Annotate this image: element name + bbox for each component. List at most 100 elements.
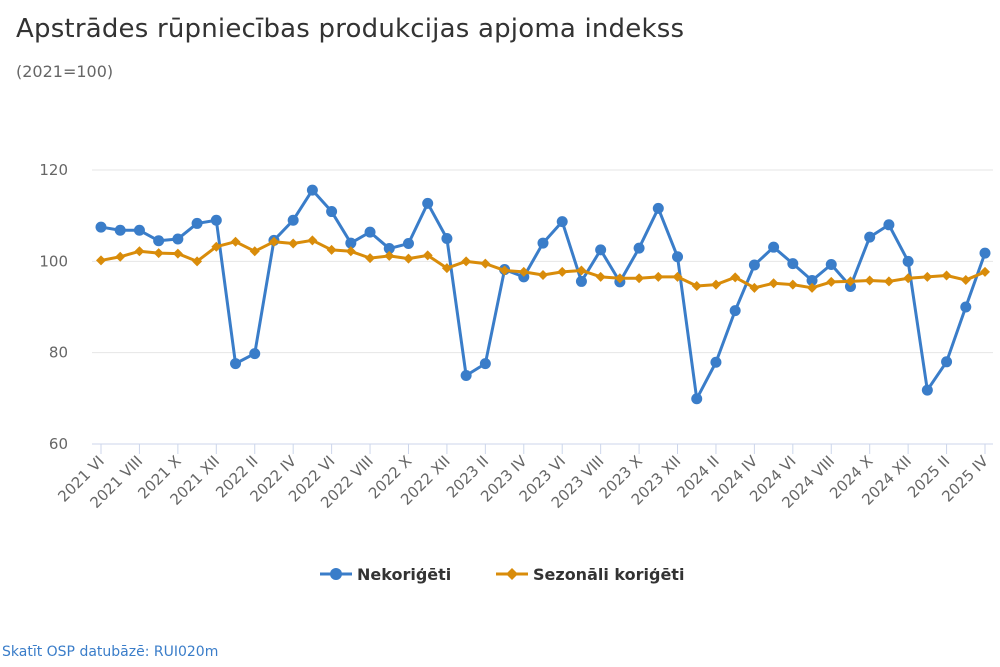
data-point <box>384 250 395 261</box>
data-point <box>461 256 472 267</box>
y-tick-label: 100 <box>39 252 68 270</box>
data-point <box>826 276 837 287</box>
data-point <box>980 266 990 277</box>
data-point <box>960 275 971 286</box>
data-point <box>922 271 933 282</box>
data-point <box>845 276 856 287</box>
legend: Nekoriģēti Sezonāli koriģēti <box>320 565 684 584</box>
data-point <box>941 356 953 368</box>
data-point <box>460 370 472 381</box>
data-point <box>306 184 318 196</box>
legend-marker <box>506 568 518 580</box>
data-point <box>576 265 587 276</box>
data-point <box>172 233 184 245</box>
series-lines <box>95 184 991 405</box>
data-point <box>807 282 818 293</box>
source-database-link[interactable]: Skatīt OSP datubāzē: RUI020m <box>2 644 219 660</box>
data-point <box>902 255 914 267</box>
y-tick-label: 80 <box>49 344 68 362</box>
data-point <box>326 206 338 218</box>
data-point <box>557 266 568 277</box>
data-point <box>518 271 530 283</box>
chart-subtitle: (2021=100) <box>16 62 114 81</box>
data-point <box>114 224 126 236</box>
data-point <box>383 243 395 255</box>
legend-label: Sezonāli koriģēti <box>533 565 684 584</box>
data-point <box>230 236 241 247</box>
data-point <box>634 273 645 284</box>
legend-item-1[interactable]: Nekoriģēti <box>320 565 451 584</box>
data-point <box>211 241 222 252</box>
data-point <box>595 271 606 282</box>
data-point <box>210 214 222 226</box>
data-point <box>480 258 491 269</box>
data-point <box>345 246 356 257</box>
grid-lines <box>92 169 993 354</box>
data-point <box>326 244 337 255</box>
data-point <box>518 266 529 277</box>
data-point <box>883 276 894 287</box>
data-point <box>903 273 914 284</box>
data-point <box>403 253 414 264</box>
data-point <box>96 255 106 266</box>
data-point <box>883 219 895 231</box>
data-point <box>633 242 645 254</box>
data-point <box>537 237 549 249</box>
data-point <box>652 202 664 214</box>
chart-title: Apstrādes rūpniecības produkcijas apjoma… <box>16 14 685 44</box>
data-point <box>691 393 703 405</box>
data-point <box>288 238 299 249</box>
data-point <box>133 224 145 236</box>
legend-marker <box>330 568 342 580</box>
data-point <box>614 273 625 284</box>
data-point <box>538 270 548 281</box>
series-2 <box>96 235 990 293</box>
data-point <box>441 233 453 244</box>
data-point <box>230 358 242 370</box>
data-point <box>787 258 799 270</box>
data-point <box>768 241 780 253</box>
data-point <box>499 265 510 276</box>
data-point <box>921 384 933 396</box>
data-point <box>575 275 587 287</box>
data-point <box>960 301 972 313</box>
data-point <box>441 263 452 274</box>
data-point <box>806 275 818 287</box>
data-point <box>691 280 702 291</box>
data-point <box>864 275 875 286</box>
y-tick-label: 60 <box>49 435 68 453</box>
data-point <box>768 278 779 289</box>
data-point <box>364 226 376 238</box>
data-point <box>787 279 798 290</box>
legend-item-2[interactable]: Sezonāli koriģēti <box>496 565 684 584</box>
data-point <box>825 259 837 271</box>
data-point <box>307 235 318 246</box>
data-point <box>287 214 299 226</box>
data-point <box>268 236 279 247</box>
y-axis-labels: 60 80 100 120 <box>39 161 68 453</box>
series-1 <box>95 184 991 405</box>
data-point <box>979 247 991 259</box>
data-point <box>153 235 165 247</box>
data-point <box>365 253 376 264</box>
data-point <box>249 246 260 257</box>
data-point <box>748 259 760 271</box>
data-point <box>95 221 107 233</box>
data-point <box>729 305 741 317</box>
data-point <box>864 231 876 243</box>
legend-label: Nekoriģēti <box>357 565 451 584</box>
data-point <box>345 237 357 249</box>
data-point <box>422 250 433 261</box>
data-point <box>172 248 183 259</box>
data-point <box>115 251 126 262</box>
data-point <box>402 238 414 250</box>
data-point <box>134 246 145 257</box>
y-tick-label: 120 <box>39 161 68 179</box>
data-point <box>556 216 568 228</box>
data-point <box>479 358 491 370</box>
data-point <box>672 271 683 282</box>
data-point <box>730 272 741 283</box>
data-point <box>749 282 760 293</box>
